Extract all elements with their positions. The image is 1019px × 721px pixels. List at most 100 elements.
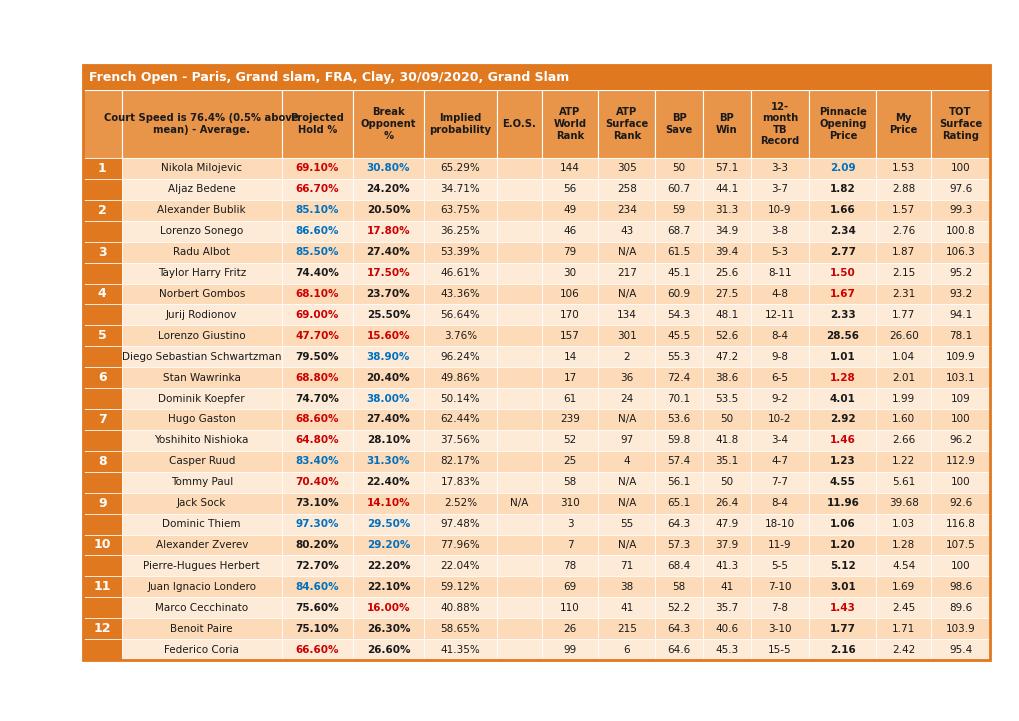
- Text: 30: 30: [562, 268, 576, 278]
- Bar: [121, 430, 281, 451]
- Text: 25.50%: 25.50%: [366, 310, 410, 320]
- Bar: [281, 576, 353, 597]
- Bar: [281, 262, 353, 283]
- Text: 59.8: 59.8: [666, 435, 690, 446]
- Bar: [930, 346, 989, 367]
- Text: 65.29%: 65.29%: [440, 164, 480, 174]
- Text: 109: 109: [950, 394, 969, 404]
- Bar: [541, 639, 598, 660]
- Bar: [496, 639, 541, 660]
- Bar: [598, 534, 654, 555]
- Text: 2.34: 2.34: [829, 226, 855, 236]
- Text: 2.31: 2.31: [892, 289, 914, 299]
- Bar: [750, 200, 809, 221]
- Bar: [496, 242, 541, 262]
- Bar: [121, 179, 281, 200]
- Bar: [83, 221, 121, 242]
- Text: 2.45: 2.45: [892, 603, 914, 613]
- Text: 52: 52: [562, 435, 576, 446]
- Bar: [875, 409, 930, 430]
- Text: 5.61: 5.61: [892, 477, 914, 487]
- Bar: [281, 283, 353, 304]
- Text: 78.1: 78.1: [948, 331, 971, 341]
- Text: 50.14%: 50.14%: [440, 394, 480, 404]
- Text: 57.4: 57.4: [666, 456, 690, 466]
- Bar: [875, 262, 930, 283]
- Text: 2.33: 2.33: [829, 310, 855, 320]
- Text: 35.1: 35.1: [714, 456, 738, 466]
- Bar: [353, 262, 424, 283]
- Text: 39.68: 39.68: [888, 498, 918, 508]
- Text: 84.60%: 84.60%: [296, 582, 339, 592]
- Bar: [496, 618, 541, 639]
- Bar: [353, 221, 424, 242]
- Bar: [121, 555, 281, 576]
- Bar: [281, 200, 353, 221]
- Text: 1.43: 1.43: [829, 603, 855, 613]
- Text: 14: 14: [562, 352, 576, 362]
- Text: Court Speed is 76.4% (0.5% above
mean) - Average.: Court Speed is 76.4% (0.5% above mean) -…: [104, 113, 299, 135]
- Text: 96.2: 96.2: [948, 435, 971, 446]
- Text: Projected
Hold %: Projected Hold %: [290, 113, 344, 135]
- Bar: [541, 262, 598, 283]
- Text: 96.24%: 96.24%: [440, 352, 480, 362]
- Text: 100: 100: [950, 164, 969, 174]
- Text: 58.65%: 58.65%: [440, 624, 480, 634]
- Text: 144: 144: [559, 164, 580, 174]
- Bar: [702, 304, 750, 325]
- Bar: [875, 534, 930, 555]
- Bar: [654, 242, 702, 262]
- Bar: [930, 388, 989, 409]
- Text: 1.82: 1.82: [829, 185, 855, 195]
- Text: 52.6: 52.6: [714, 331, 738, 341]
- Text: 44.1: 44.1: [714, 185, 738, 195]
- Bar: [809, 304, 875, 325]
- Bar: [875, 90, 930, 158]
- Bar: [750, 492, 809, 513]
- Text: 4.01: 4.01: [829, 394, 855, 404]
- Text: 70.40%: 70.40%: [296, 477, 339, 487]
- Text: 69.00%: 69.00%: [296, 310, 338, 320]
- Text: 4-8: 4-8: [770, 289, 788, 299]
- Bar: [424, 262, 496, 283]
- Text: 2.66: 2.66: [892, 435, 914, 446]
- Bar: [654, 90, 702, 158]
- Text: 68.4: 68.4: [666, 561, 690, 571]
- Text: 18-10: 18-10: [764, 519, 794, 529]
- Bar: [875, 430, 930, 451]
- Text: 1.67: 1.67: [829, 289, 855, 299]
- Bar: [654, 576, 702, 597]
- Bar: [424, 472, 496, 492]
- Bar: [930, 492, 989, 513]
- Text: 6-5: 6-5: [770, 373, 788, 383]
- Bar: [83, 283, 121, 304]
- Bar: [424, 639, 496, 660]
- Text: 62.44%: 62.44%: [440, 415, 480, 425]
- Bar: [598, 283, 654, 304]
- Text: 10: 10: [94, 539, 111, 552]
- Bar: [654, 451, 702, 472]
- Text: 66.70%: 66.70%: [296, 185, 339, 195]
- Bar: [353, 576, 424, 597]
- Text: 157: 157: [559, 331, 580, 341]
- Text: 41.35%: 41.35%: [440, 645, 480, 655]
- Bar: [750, 262, 809, 283]
- Bar: [281, 304, 353, 325]
- Bar: [496, 367, 541, 388]
- Bar: [83, 472, 121, 492]
- Text: 34.9: 34.9: [714, 226, 738, 236]
- Text: 29.20%: 29.20%: [366, 540, 410, 550]
- Bar: [541, 325, 598, 346]
- Text: 98.6: 98.6: [948, 582, 971, 592]
- Text: 97.6: 97.6: [948, 185, 971, 195]
- Bar: [750, 158, 809, 179]
- Bar: [930, 430, 989, 451]
- Bar: [541, 472, 598, 492]
- Text: 9-2: 9-2: [770, 394, 788, 404]
- Bar: [83, 346, 121, 367]
- Bar: [121, 492, 281, 513]
- Text: 37.56%: 37.56%: [440, 435, 480, 446]
- Text: 48.1: 48.1: [714, 310, 738, 320]
- Text: 75.60%: 75.60%: [296, 603, 339, 613]
- Text: 85.50%: 85.50%: [296, 247, 338, 257]
